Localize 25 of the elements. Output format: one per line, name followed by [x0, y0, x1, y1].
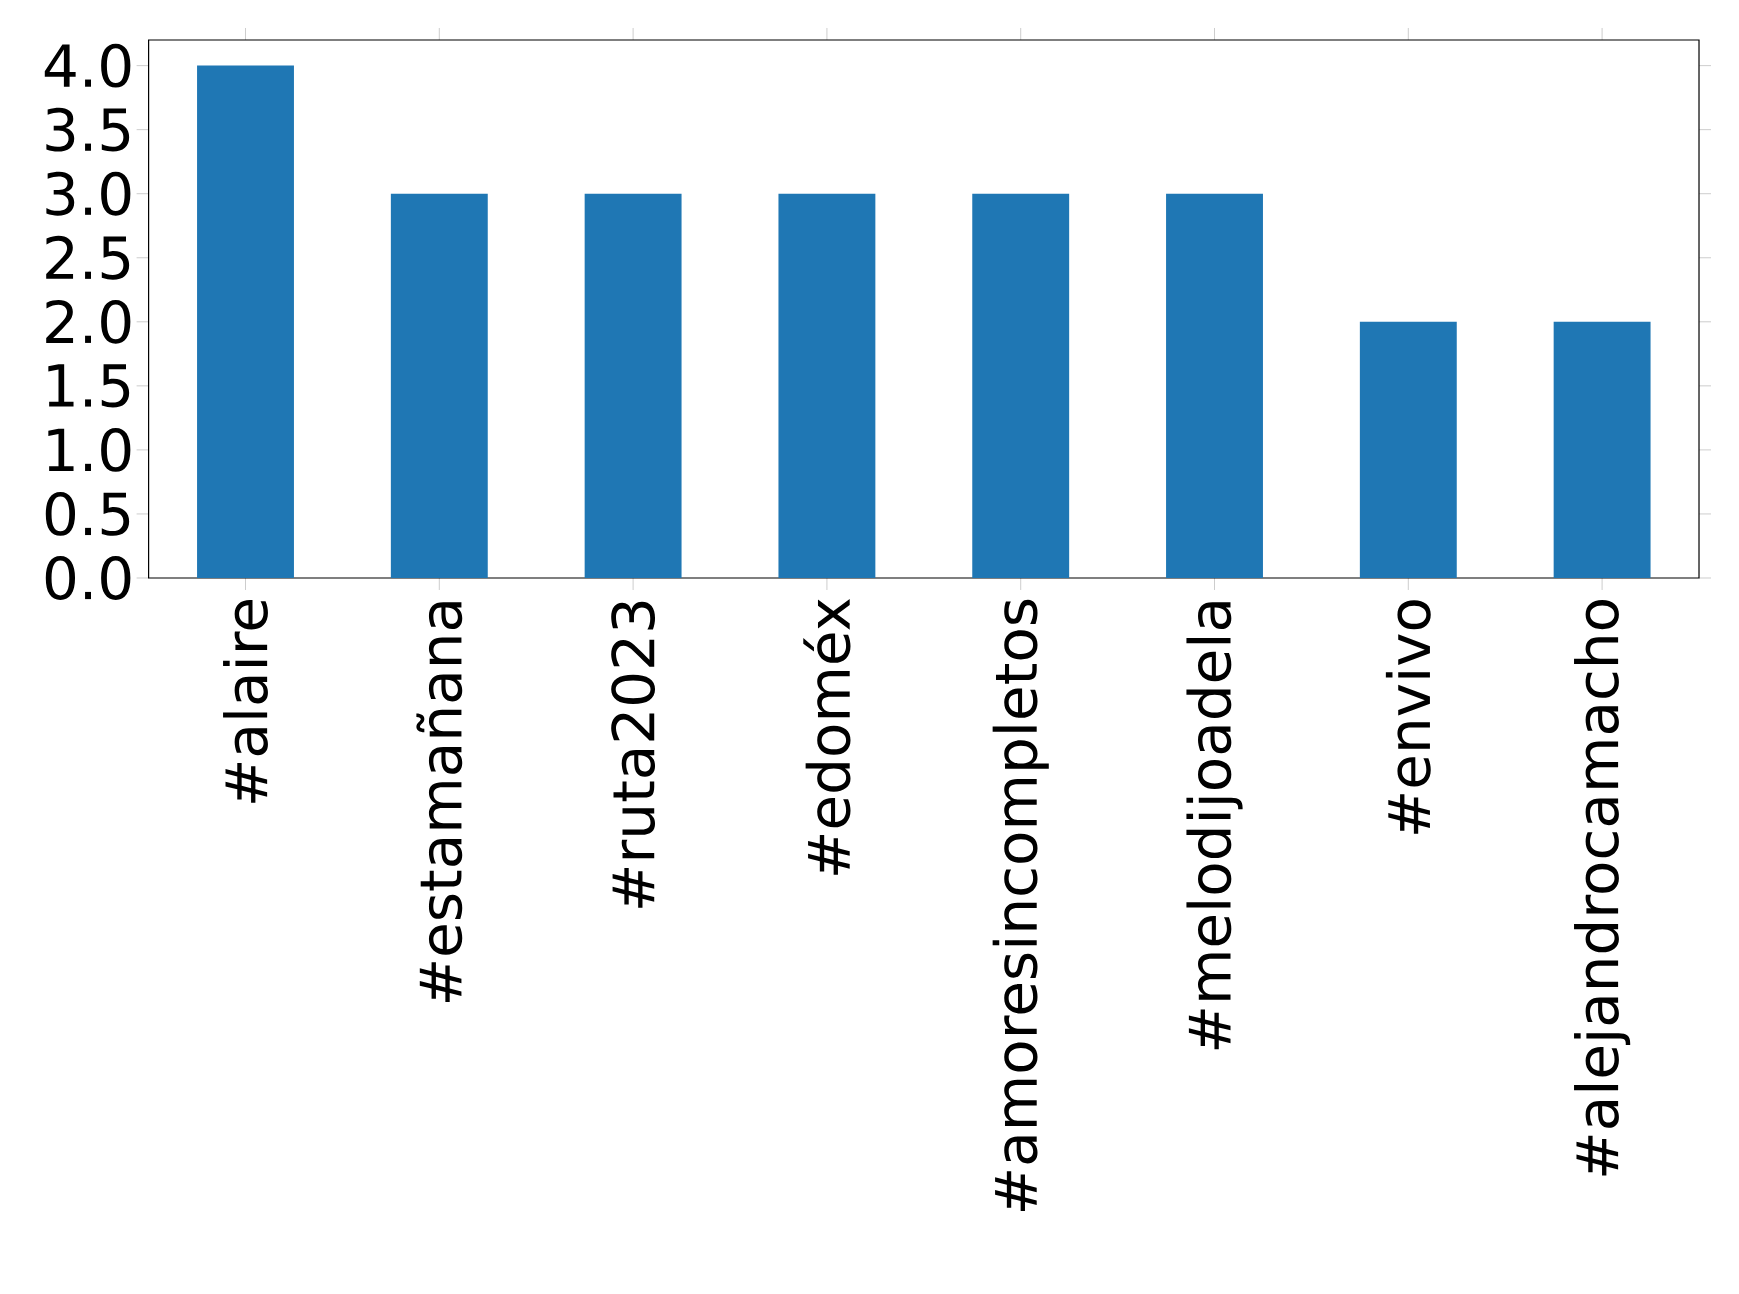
bar [1359, 321, 1457, 578]
bar [584, 193, 682, 578]
y-tick-label: 4.0 [44, 43, 131, 88]
bar [390, 193, 488, 578]
x-tick-label: #estamañana [416, 602, 463, 1002]
y-tick-label: 0.0 [45, 556, 131, 600]
x-tick-label: #alejandrocamacho [1574, 600, 1631, 1176]
y-tick-label: 1.5 [48, 364, 130, 408]
y-tick-label: 0.5 [45, 492, 130, 536]
x-tick-label: #edoméx [803, 598, 851, 875]
y-tick-label: 2.5 [46, 235, 130, 280]
x-tick-label: #alaire [223, 600, 268, 803]
bar [1166, 193, 1263, 578]
y-tick-label: 1.0 [48, 427, 131, 472]
x-tick-label: #melodijoadela [1186, 602, 1243, 1050]
bar [1553, 321, 1651, 578]
x-tick-label: #ruta2023 [611, 601, 656, 908]
y-tick-label: 2.0 [46, 299, 131, 344]
x-tick-label: #envivo [1385, 600, 1431, 834]
bar [197, 65, 294, 578]
y-tick-label: 3.5 [46, 107, 130, 152]
y-tick-label: 3.0 [46, 171, 131, 216]
x-tick-label: #amoresincompletos [992, 599, 1049, 1211]
bar [778, 193, 876, 578]
bar [972, 193, 1070, 578]
